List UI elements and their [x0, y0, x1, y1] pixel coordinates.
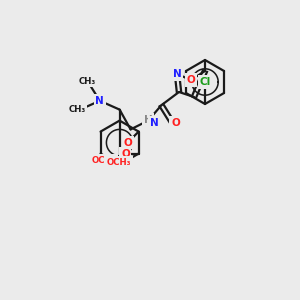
Text: OCH₃: OCH₃ — [92, 156, 116, 165]
Text: H: H — [144, 115, 153, 124]
Text: Cl: Cl — [200, 77, 211, 87]
Text: CH₃: CH₃ — [68, 105, 86, 114]
Text: N: N — [150, 118, 159, 128]
Text: N: N — [95, 96, 104, 106]
Text: O: O — [123, 138, 132, 148]
Text: CH₃: CH₃ — [78, 77, 95, 86]
Text: O: O — [187, 75, 195, 85]
Text: OCH₃: OCH₃ — [107, 158, 131, 167]
Text: O: O — [171, 118, 180, 128]
Text: O: O — [121, 148, 130, 159]
Text: N: N — [172, 69, 182, 79]
